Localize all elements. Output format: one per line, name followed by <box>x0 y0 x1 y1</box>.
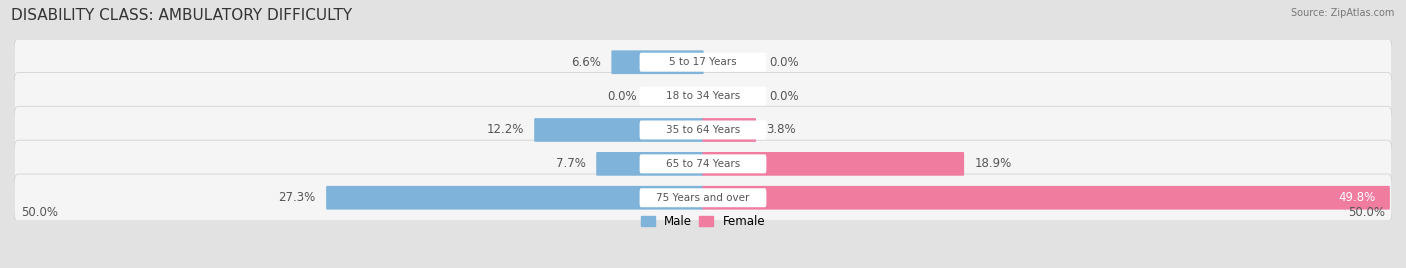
Text: DISABILITY CLASS: AMBULATORY DIFFICULTY: DISABILITY CLASS: AMBULATORY DIFFICULTY <box>11 8 353 23</box>
FancyBboxPatch shape <box>14 106 1392 154</box>
FancyBboxPatch shape <box>640 188 766 207</box>
Text: 7.7%: 7.7% <box>555 157 586 170</box>
FancyBboxPatch shape <box>612 50 703 74</box>
FancyBboxPatch shape <box>640 121 766 139</box>
FancyBboxPatch shape <box>640 87 766 106</box>
FancyBboxPatch shape <box>640 53 766 72</box>
Text: 75 Years and over: 75 Years and over <box>657 193 749 203</box>
Text: 0.0%: 0.0% <box>769 90 799 103</box>
Text: Source: ZipAtlas.com: Source: ZipAtlas.com <box>1291 8 1395 18</box>
Text: 18.9%: 18.9% <box>974 157 1012 170</box>
Text: 49.8%: 49.8% <box>1339 191 1375 204</box>
FancyBboxPatch shape <box>14 72 1392 120</box>
Text: 50.0%: 50.0% <box>21 206 58 219</box>
FancyBboxPatch shape <box>596 152 703 176</box>
FancyBboxPatch shape <box>14 174 1392 221</box>
FancyBboxPatch shape <box>640 154 766 173</box>
Text: 65 to 74 Years: 65 to 74 Years <box>666 159 740 169</box>
Text: 12.2%: 12.2% <box>486 124 524 136</box>
FancyBboxPatch shape <box>14 39 1392 86</box>
FancyBboxPatch shape <box>326 186 703 210</box>
FancyBboxPatch shape <box>703 186 1391 210</box>
FancyBboxPatch shape <box>703 152 965 176</box>
Text: 5 to 17 Years: 5 to 17 Years <box>669 57 737 67</box>
Legend: Male, Female: Male, Female <box>641 215 765 228</box>
Text: 0.0%: 0.0% <box>769 56 799 69</box>
Text: 3.8%: 3.8% <box>766 124 796 136</box>
Text: 0.0%: 0.0% <box>607 90 637 103</box>
Text: 6.6%: 6.6% <box>571 56 600 69</box>
FancyBboxPatch shape <box>14 140 1392 188</box>
Text: 50.0%: 50.0% <box>1348 206 1385 219</box>
Text: 18 to 34 Years: 18 to 34 Years <box>666 91 740 101</box>
Text: 27.3%: 27.3% <box>278 191 316 204</box>
Text: 35 to 64 Years: 35 to 64 Years <box>666 125 740 135</box>
FancyBboxPatch shape <box>703 118 756 142</box>
FancyBboxPatch shape <box>534 118 703 142</box>
